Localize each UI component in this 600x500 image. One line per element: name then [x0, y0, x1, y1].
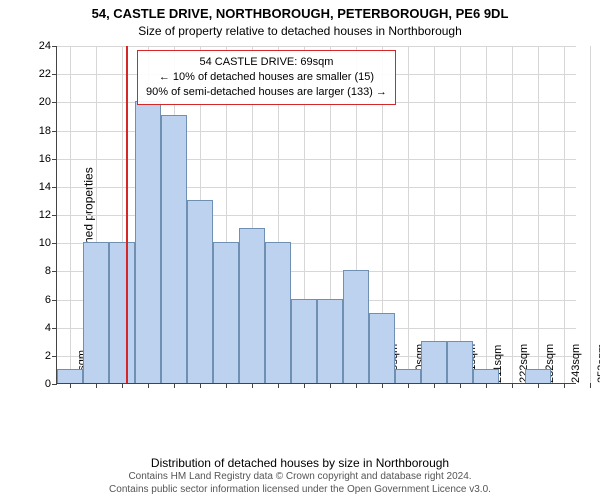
ytick-label: 8: [45, 265, 57, 277]
gridline-v: [486, 46, 487, 383]
histogram-bar: [265, 242, 291, 383]
ytick-label: 14: [39, 181, 57, 193]
gridline-v: [434, 46, 435, 383]
ytick-label: 2: [45, 350, 57, 362]
histogram-bar: [83, 242, 109, 383]
histogram-bar: [291, 299, 317, 384]
gridline-v: [564, 46, 565, 383]
histogram-bar: [395, 369, 421, 383]
histogram-bar: [57, 369, 83, 383]
histogram-bar: [317, 299, 343, 384]
histogram-bar: [473, 369, 499, 383]
chart-footer: Contains HM Land Registry data © Crown c…: [0, 471, 600, 496]
gridline-h: [57, 46, 576, 47]
histogram-bar: [109, 242, 135, 383]
ytick-label: 24: [39, 40, 57, 52]
annotation-line: 54 CASTLE DRIVE: 69sqm: [146, 55, 387, 70]
ytick-label: 6: [45, 294, 57, 306]
xtick-label: 253sqm: [594, 344, 600, 383]
ytick-label: 0: [45, 378, 57, 390]
gridline-v: [460, 46, 461, 383]
chart-subtitle: Size of property relative to detached ho…: [0, 24, 600, 38]
histogram-chart: 54, CASTLE DRIVE, NORTHBOROUGH, PETERBOR…: [0, 0, 600, 500]
xtick-label: 243sqm: [568, 344, 582, 383]
gridline-v: [590, 46, 591, 383]
x-axis-label: Distribution of detached houses by size …: [0, 456, 600, 470]
ytick-label: 16: [39, 153, 57, 165]
annotation-line: ← 10% of detached houses are smaller (15…: [146, 70, 387, 85]
ytick-label: 18: [39, 125, 57, 137]
histogram-bar: [369, 313, 395, 383]
plot-area: 02468101214161820222445sqm55sqm66sqm76sq…: [56, 46, 576, 384]
gridline-v: [70, 46, 71, 383]
ytick-label: 12: [39, 209, 57, 221]
histogram-bar: [213, 242, 239, 383]
histogram-bar: [135, 101, 161, 383]
ytick-label: 10: [39, 237, 57, 249]
histogram-bar: [239, 228, 265, 383]
histogram-bar: [525, 369, 551, 383]
footer-line-1: Contains HM Land Registry data © Crown c…: [0, 471, 600, 484]
property-marker-line: [126, 46, 128, 383]
histogram-bar: [343, 270, 369, 383]
histogram-bar: [187, 200, 213, 383]
ytick-label: 22: [39, 68, 57, 80]
gridline-v: [408, 46, 409, 383]
annotation-box: 54 CASTLE DRIVE: 69sqm← 10% of detached …: [137, 50, 396, 105]
footer-line-2: Contains public sector information licen…: [0, 484, 600, 497]
ytick-label: 20: [39, 96, 57, 108]
gridline-v: [538, 46, 539, 383]
annotation-line: 90% of semi-detached houses are larger (…: [146, 85, 387, 100]
histogram-bar: [161, 115, 187, 383]
histogram-bar: [421, 341, 447, 383]
gridline-v: [512, 46, 513, 383]
chart-title-address: 54, CASTLE DRIVE, NORTHBOROUGH, PETERBOR…: [0, 6, 600, 21]
histogram-bar: [447, 341, 473, 383]
ytick-label: 4: [45, 322, 57, 334]
